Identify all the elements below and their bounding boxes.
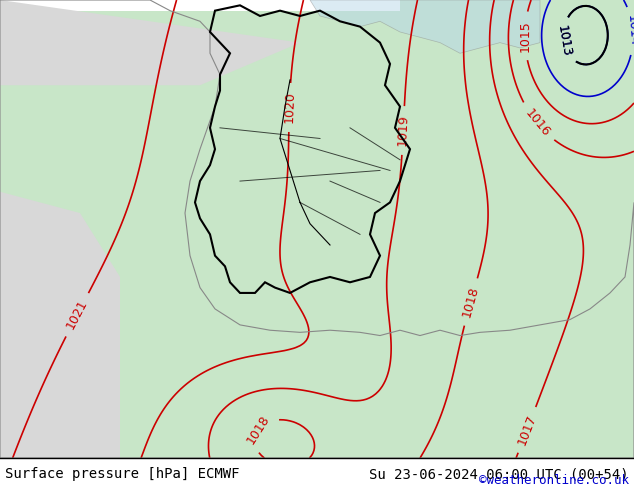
Polygon shape xyxy=(0,192,120,458)
Text: ©weatheronline.co.uk: ©weatheronline.co.uk xyxy=(479,474,629,487)
Text: 1019: 1019 xyxy=(396,114,410,147)
Text: 1016: 1016 xyxy=(522,106,552,139)
Text: 1021: 1021 xyxy=(64,298,90,332)
Text: 1018: 1018 xyxy=(460,285,481,319)
Text: 1013: 1013 xyxy=(555,24,573,58)
Text: 1018: 1018 xyxy=(243,413,272,447)
Text: Su 23-06-2024 06:00 UTC (00+54): Su 23-06-2024 06:00 UTC (00+54) xyxy=(370,467,629,481)
Text: 1020: 1020 xyxy=(282,91,297,123)
Text: 1013: 1013 xyxy=(555,24,573,58)
Text: Surface pressure [hPa] ECMWF: Surface pressure [hPa] ECMWF xyxy=(5,467,240,481)
Polygon shape xyxy=(400,0,634,458)
Text: 1017: 1017 xyxy=(515,413,539,447)
Text: 1014: 1014 xyxy=(625,14,634,47)
Polygon shape xyxy=(310,0,540,53)
Polygon shape xyxy=(0,0,300,85)
Text: 1015: 1015 xyxy=(518,20,531,52)
